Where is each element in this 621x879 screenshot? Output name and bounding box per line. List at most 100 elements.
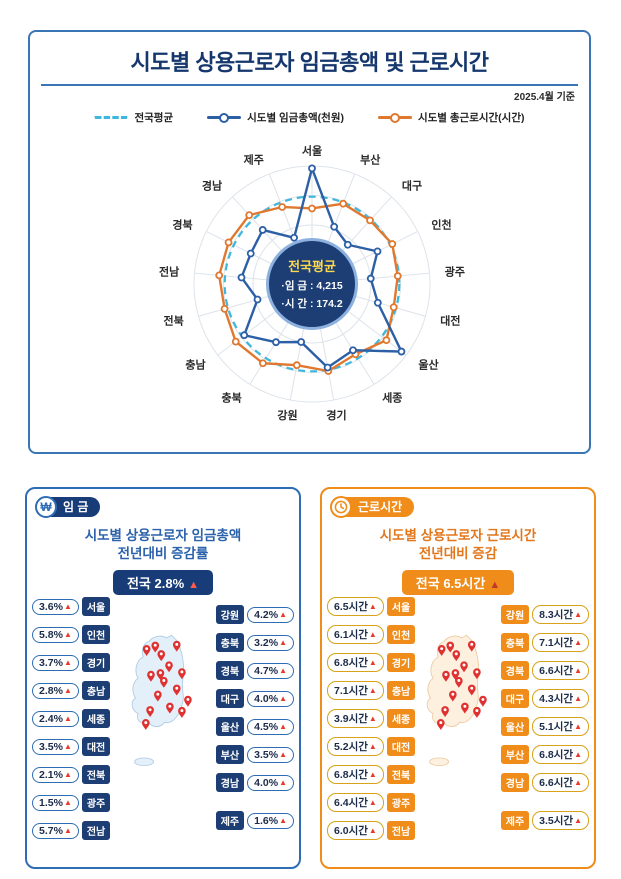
korea-map <box>426 634 487 767</box>
series-marker <box>323 363 332 372</box>
value-pill: 3.5시간 ▲ <box>532 811 589 830</box>
series-marker <box>297 338 306 346</box>
up-arrow-icon: ▲ <box>368 602 377 611</box>
hours-badge-label: 근로시간 <box>344 497 415 517</box>
value-text: 4.2% <box>254 608 279 621</box>
up-arrow-icon: ▲ <box>279 750 287 759</box>
region-badge: 인천 <box>386 625 416 644</box>
region-value-row: 대구 4.3시간 ▲ <box>500 689 589 708</box>
legend-item: 시도별 임금총액(천원) <box>207 110 344 125</box>
up-arrow-icon: ▲ <box>279 666 287 675</box>
series-marker <box>373 298 382 307</box>
region-value-row: 6.0시간 ▲ 전남 <box>327 821 416 840</box>
hours-right-column: 강원 8.3시간 ▲ 충북 7.1시간 ▲ 경북 6.6시간 ▲ 대구 4.3시간 ▲ … <box>500 593 589 859</box>
region-value-row: 강원 8.3시간 ▲ <box>500 605 589 624</box>
value-pill: 6.6시간 ▲ <box>532 773 589 792</box>
value-pill: 6.5시간 ▲ <box>327 597 384 616</box>
region-badge: 서울 <box>386 597 416 616</box>
hours-series-line <box>217 202 399 373</box>
value-pill: 3.5% ▲ <box>32 738 79 755</box>
region-value-row: 충북 3.2% ▲ <box>215 633 294 652</box>
region-badge: 전북 <box>386 765 416 784</box>
region-value-row: 대구 4.0% ▲ <box>215 689 294 708</box>
series-marker <box>246 249 255 258</box>
region-badge: 대전 <box>81 737 111 756</box>
up-arrow-icon: ▲ <box>574 610 582 619</box>
up-arrow-icon: ▲ <box>279 638 287 647</box>
up-arrow-icon: ▲ <box>63 798 72 807</box>
value-pill: 8.3시간 ▲ <box>532 605 589 624</box>
value-pill: 6.8시간 ▲ <box>327 765 384 784</box>
region-value-row: 7.1시간 ▲ 충남 <box>327 681 416 700</box>
region-value-row: 2.4% ▲ 세종 <box>32 709 111 728</box>
value-text: 6.8시간 <box>334 657 368 669</box>
series-marker <box>237 273 246 282</box>
region-value-row: 6.8시간 ▲ 전북 <box>327 765 416 784</box>
hours-national-value: 전국 6.5시간 <box>415 576 486 592</box>
region-value-row: 경남 6.6시간 ▲ <box>500 773 589 792</box>
value-text: 3.5% <box>254 748 279 761</box>
value-text: 4.3시간 <box>539 693 574 705</box>
region-badge: 광주 <box>386 793 416 812</box>
region-value-row: 5.2시간 ▲ 대전 <box>327 737 416 756</box>
series-marker <box>231 337 240 346</box>
value-pill: 2.8% ▲ <box>32 682 79 699</box>
region-badge: 경기 <box>81 653 111 672</box>
value-pill: 6.0시간 ▲ <box>327 821 384 840</box>
hours-national-banner: 전국 6.5시간 ▲ <box>401 570 515 596</box>
radar-axis-label: 인천 <box>431 218 451 232</box>
won-icon: ₩ <box>35 496 57 518</box>
value-pill: 4.3시간 ▲ <box>532 689 589 708</box>
up-arrow-icon: ▲ <box>63 714 72 723</box>
region-value-row: 1.5% ▲ 광주 <box>32 793 111 812</box>
series-marker <box>349 346 357 355</box>
value-pill: 5.2시간 ▲ <box>327 737 384 756</box>
region-badge: 인천 <box>81 625 111 644</box>
up-arrow-icon: ▲ <box>489 579 501 592</box>
chart-legend: 전국평균 시도별 임금총액(천원) 시도별 총근로시간(시간) <box>30 110 589 125</box>
radar-axis-label: 전북 <box>164 313 184 327</box>
radar-axis-label: 울산 <box>418 357 438 371</box>
region-value-row: 경북 4.7% ▲ <box>215 661 294 680</box>
up-arrow-icon: ▲ <box>188 579 200 592</box>
series-marker <box>292 361 301 370</box>
up-arrow-icon: ▲ <box>574 778 582 787</box>
value-pill: 4.0% ▲ <box>247 690 294 707</box>
series-marker <box>373 247 382 256</box>
series-marker <box>366 216 374 225</box>
region-value-row: 2.1% ▲ 전북 <box>32 765 111 784</box>
series-marker <box>308 164 316 173</box>
region-value-row: 울산 4.5% ▲ <box>215 717 294 736</box>
region-badge: 울산 <box>215 717 245 736</box>
value-pill: 4.2% ▲ <box>247 606 294 623</box>
region-badge: 광주 <box>81 793 111 812</box>
radar-axis-label: 광주 <box>445 266 465 279</box>
value-pill: 1.5% ▲ <box>32 794 79 811</box>
series-marker <box>330 222 339 231</box>
up-arrow-icon: ▲ <box>368 630 377 639</box>
region-badge: 부산 <box>215 745 245 764</box>
value-text: 6.8시간 <box>334 769 368 781</box>
value-text: 6.4시간 <box>334 797 368 809</box>
region-value-row: 경북 6.6시간 ▲ <box>500 661 589 680</box>
series-marker <box>215 271 224 280</box>
value-text: 5.7% <box>39 824 63 837</box>
region-value-row: 경남 4.0% ▲ <box>215 773 294 792</box>
map-pin <box>473 706 481 718</box>
region-badge: 전남 <box>386 821 416 840</box>
up-arrow-icon: ▲ <box>574 666 582 675</box>
map-pin <box>479 695 487 707</box>
up-arrow-icon: ▲ <box>63 658 72 667</box>
value-pill: 4.7% ▲ <box>247 662 294 679</box>
up-arrow-icon: ▲ <box>574 750 582 759</box>
hours-map-wrap <box>415 593 501 859</box>
region-badge: 대전 <box>386 737 416 756</box>
region-badge: 전북 <box>81 765 111 784</box>
up-arrow-icon: ▲ <box>368 714 377 723</box>
value-text: 4.0% <box>254 692 279 705</box>
hours-panel-body: 6.5시간 ▲ 서울 6.1시간 ▲ 인천 6.8시간 ▲ 경기 7.1시간 ▲ 충남 … <box>327 593 589 859</box>
value-pill: 3.7% ▲ <box>32 654 79 671</box>
value-text: 3.6% <box>39 600 63 613</box>
value-text: 8.3시간 <box>539 609 574 621</box>
series-marker <box>397 347 406 356</box>
